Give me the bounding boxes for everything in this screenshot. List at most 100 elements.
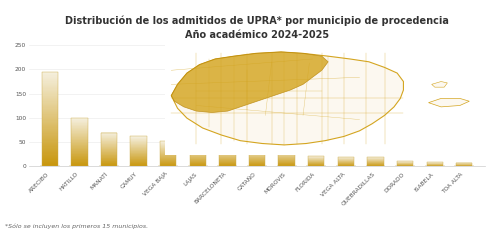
Bar bbox=[130, 148, 146, 149]
Bar bbox=[130, 140, 146, 141]
Bar bbox=[249, 157, 265, 158]
Bar bbox=[190, 157, 206, 158]
Bar bbox=[130, 150, 146, 151]
Bar bbox=[338, 157, 354, 158]
Bar bbox=[160, 142, 176, 143]
Bar bbox=[220, 161, 236, 162]
Bar bbox=[42, 140, 58, 142]
Bar bbox=[190, 148, 206, 149]
Bar bbox=[42, 165, 58, 167]
Bar bbox=[130, 157, 146, 158]
Bar bbox=[190, 165, 206, 166]
Bar bbox=[42, 155, 58, 156]
Bar bbox=[42, 153, 58, 155]
Bar bbox=[278, 149, 295, 150]
Bar bbox=[42, 146, 58, 148]
Bar bbox=[160, 155, 176, 156]
Bar bbox=[160, 148, 176, 149]
Bar bbox=[42, 116, 58, 117]
Bar bbox=[71, 139, 88, 140]
Bar bbox=[42, 72, 58, 167]
Bar bbox=[249, 157, 265, 158]
Bar bbox=[130, 153, 146, 154]
Bar bbox=[190, 146, 206, 147]
Bar bbox=[368, 166, 384, 167]
Bar bbox=[101, 136, 117, 137]
Bar bbox=[220, 151, 236, 152]
Bar bbox=[160, 163, 176, 164]
Bar bbox=[160, 162, 176, 163]
Bar bbox=[130, 149, 146, 150]
Bar bbox=[308, 164, 324, 165]
Bar bbox=[218, 165, 238, 167]
Bar bbox=[278, 159, 295, 160]
Bar bbox=[338, 158, 354, 159]
Bar bbox=[42, 160, 58, 162]
Bar bbox=[278, 166, 295, 167]
Bar bbox=[71, 160, 88, 161]
Bar bbox=[42, 118, 58, 119]
Bar bbox=[160, 154, 176, 155]
Bar bbox=[338, 165, 354, 166]
Bar bbox=[101, 152, 117, 153]
Bar bbox=[220, 154, 236, 155]
Bar bbox=[42, 131, 58, 132]
Bar bbox=[308, 158, 324, 159]
Bar bbox=[42, 74, 58, 76]
Bar bbox=[42, 137, 58, 138]
Bar bbox=[101, 154, 117, 155]
Bar bbox=[220, 163, 236, 164]
Bar bbox=[278, 153, 295, 154]
Bar bbox=[42, 92, 58, 93]
Bar bbox=[278, 156, 295, 157]
Bar bbox=[42, 130, 58, 131]
Bar bbox=[42, 87, 58, 88]
Bar bbox=[130, 141, 146, 142]
Bar bbox=[130, 154, 146, 155]
Bar bbox=[101, 143, 117, 144]
Bar bbox=[338, 161, 354, 162]
Bar bbox=[308, 158, 324, 159]
Bar bbox=[42, 86, 58, 87]
Bar bbox=[71, 122, 88, 123]
Bar bbox=[278, 163, 295, 164]
Bar bbox=[220, 148, 236, 149]
Bar bbox=[101, 157, 117, 158]
Bar bbox=[308, 156, 324, 157]
Bar bbox=[160, 141, 176, 167]
Bar bbox=[220, 164, 236, 165]
Bar bbox=[71, 132, 88, 133]
Bar bbox=[42, 113, 58, 114]
Bar bbox=[338, 162, 354, 163]
Bar bbox=[308, 159, 324, 160]
Bar bbox=[101, 165, 117, 166]
Bar bbox=[278, 165, 295, 166]
Bar bbox=[42, 73, 58, 74]
Bar bbox=[71, 133, 88, 134]
Bar bbox=[42, 120, 58, 122]
Bar bbox=[278, 156, 295, 157]
Bar bbox=[130, 147, 146, 148]
Bar bbox=[190, 160, 206, 161]
Bar bbox=[368, 161, 384, 162]
Bar bbox=[368, 157, 384, 158]
Bar bbox=[249, 151, 265, 152]
Bar bbox=[130, 163, 146, 164]
Bar bbox=[160, 144, 176, 145]
Bar bbox=[220, 162, 236, 163]
Bar bbox=[71, 131, 88, 132]
Bar bbox=[130, 145, 146, 146]
Bar bbox=[42, 81, 58, 82]
Bar bbox=[160, 164, 176, 165]
Bar bbox=[220, 158, 236, 159]
Bar bbox=[220, 154, 236, 155]
Bar bbox=[249, 155, 265, 156]
Bar bbox=[42, 133, 58, 134]
Bar bbox=[71, 143, 88, 144]
Bar bbox=[338, 161, 354, 162]
Bar bbox=[278, 161, 295, 162]
Bar bbox=[368, 163, 384, 164]
Bar bbox=[42, 98, 58, 99]
Bar bbox=[426, 162, 443, 167]
Bar bbox=[278, 155, 295, 156]
